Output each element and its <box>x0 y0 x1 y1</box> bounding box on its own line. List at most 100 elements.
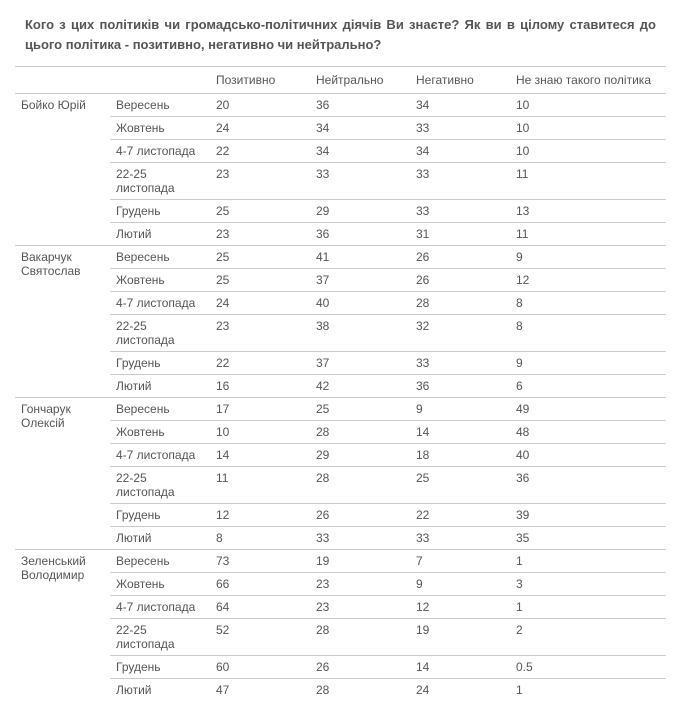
period-cell: 4-7 листопада <box>110 140 210 163</box>
table-row: 22-25 листопада5228192 <box>15 619 666 656</box>
value-cell: 26 <box>410 269 510 292</box>
value-cell: 25 <box>210 269 310 292</box>
table-row: Лютий1642366 <box>15 375 666 398</box>
col-neutral: Нейтрально <box>310 67 410 94</box>
value-cell: 29 <box>310 200 410 223</box>
value-cell: 14 <box>410 656 510 679</box>
value-cell: 25 <box>210 246 310 269</box>
value-cell: 52 <box>210 619 310 656</box>
period-cell: Грудень <box>110 504 210 527</box>
value-cell: 41 <box>310 246 410 269</box>
period-cell: Вересень <box>110 94 210 117</box>
table-row: Жовтень662393 <box>15 573 666 596</box>
col-blank2 <box>110 67 210 94</box>
value-cell: 9 <box>510 246 666 269</box>
value-cell: 48 <box>510 421 666 444</box>
period-cell: Грудень <box>110 352 210 375</box>
value-cell: 11 <box>510 163 666 200</box>
value-cell: 13 <box>510 200 666 223</box>
table-row: 4-7 листопада22343410 <box>15 140 666 163</box>
table-row: 4-7 листопада6423121 <box>15 596 666 619</box>
value-cell: 16 <box>210 375 310 398</box>
value-cell: 17 <box>210 398 310 421</box>
value-cell: 60 <box>210 656 310 679</box>
col-negative: Негативно <box>410 67 510 94</box>
table-row: 4-7 листопада14291840 <box>15 444 666 467</box>
value-cell: 24 <box>210 117 310 140</box>
value-cell: 7 <box>410 550 510 573</box>
value-cell: 33 <box>410 200 510 223</box>
table-row: Грудень25293313 <box>15 200 666 223</box>
value-cell: 22 <box>210 352 310 375</box>
value-cell: 31 <box>410 223 510 246</box>
value-cell: 23 <box>310 573 410 596</box>
period-cell: 4-7 листопада <box>110 444 210 467</box>
period-cell: Лютий <box>110 527 210 550</box>
value-cell: 23 <box>210 223 310 246</box>
value-cell: 24 <box>410 679 510 702</box>
value-cell: 36 <box>310 223 410 246</box>
value-cell: 32 <box>410 315 510 352</box>
value-cell: 33 <box>410 527 510 550</box>
value-cell: 9 <box>410 398 510 421</box>
value-cell: 12 <box>510 269 666 292</box>
value-cell: 26 <box>310 656 410 679</box>
value-cell: 18 <box>410 444 510 467</box>
period-cell: Вересень <box>110 550 210 573</box>
period-cell: 22-25 листопада <box>110 467 210 504</box>
value-cell: 22 <box>410 504 510 527</box>
col-positive: Позитивно <box>210 67 310 94</box>
table-row: Жовтень10281448 <box>15 421 666 444</box>
table-row: Лютий23363111 <box>15 223 666 246</box>
period-cell: 22-25 листопада <box>110 163 210 200</box>
value-cell: 38 <box>310 315 410 352</box>
value-cell: 11 <box>210 467 310 504</box>
table-row: 22-25 листопада11282536 <box>15 467 666 504</box>
period-cell: Лютий <box>110 375 210 398</box>
value-cell: 22 <box>210 140 310 163</box>
politician-name: Вакарчук Святослав <box>15 246 110 398</box>
value-cell: 12 <box>210 504 310 527</box>
value-cell: 10 <box>510 140 666 163</box>
table-row: Гончарук ОлексійВересень1725949 <box>15 398 666 421</box>
period-cell: Грудень <box>110 200 210 223</box>
table-row: Жовтень25372612 <box>15 269 666 292</box>
value-cell: 1 <box>510 679 666 702</box>
value-cell: 34 <box>310 117 410 140</box>
period-cell: 22-25 листопада <box>110 619 210 656</box>
table-row: Лютий4728241 <box>15 679 666 702</box>
value-cell: 33 <box>310 527 410 550</box>
value-cell: 73 <box>210 550 310 573</box>
value-cell: 36 <box>510 467 666 504</box>
value-cell: 1 <box>510 550 666 573</box>
value-cell: 23 <box>210 163 310 200</box>
period-cell: Жовтень <box>110 421 210 444</box>
period-cell: Жовтень <box>110 573 210 596</box>
period-cell: 4-7 листопада <box>110 596 210 619</box>
value-cell: 23 <box>210 315 310 352</box>
value-cell: 1 <box>510 596 666 619</box>
value-cell: 14 <box>210 444 310 467</box>
politician-name: Бойко Юрій <box>15 94 110 246</box>
value-cell: 37 <box>310 269 410 292</box>
value-cell: 40 <box>510 444 666 467</box>
period-cell: Лютий <box>110 679 210 702</box>
value-cell: 8 <box>210 527 310 550</box>
value-cell: 47 <box>210 679 310 702</box>
value-cell: 66 <box>210 573 310 596</box>
period-cell: Грудень <box>110 656 210 679</box>
table-row: Грудень6026140.5 <box>15 656 666 679</box>
value-cell: 26 <box>310 504 410 527</box>
table-row: Грудень2237339 <box>15 352 666 375</box>
politician-name: Зеленський Володимир <box>15 550 110 702</box>
col-blank1 <box>15 67 110 94</box>
value-cell: 14 <box>410 421 510 444</box>
table-row: Зеленський ВолодимирВересень731971 <box>15 550 666 573</box>
value-cell: 10 <box>210 421 310 444</box>
value-cell: 0.5 <box>510 656 666 679</box>
value-cell: 28 <box>310 467 410 504</box>
value-cell: 25 <box>410 467 510 504</box>
value-cell: 49 <box>510 398 666 421</box>
value-cell: 28 <box>410 292 510 315</box>
survey-table: Позитивно Нейтрально Негативно Не знаю т… <box>15 66 666 701</box>
